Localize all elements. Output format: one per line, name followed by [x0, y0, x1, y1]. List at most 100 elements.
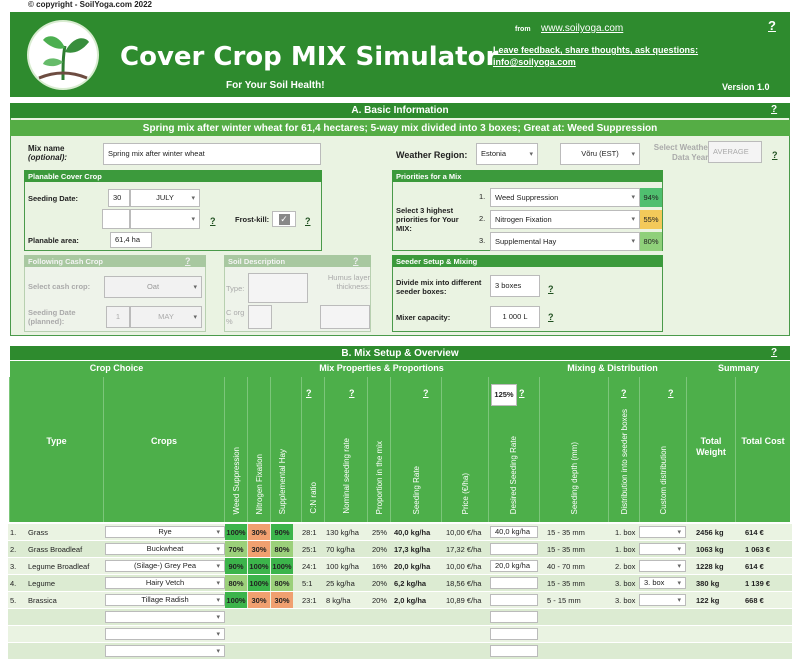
- desired-rate-input[interactable]: [490, 611, 538, 623]
- email-link[interactable]: info@soilyoga.com: [493, 57, 576, 67]
- col-header-dist: Distribution into seeder boxes: [609, 389, 639, 522]
- mixer-capacity-help-icon[interactable]: ?: [548, 312, 554, 322]
- desired-rate-input[interactable]: [490, 594, 538, 606]
- desired-rate-percent-input[interactable]: 125%: [491, 384, 517, 406]
- col-header-custom: Custom distribution: [640, 389, 686, 522]
- seeding-depth: 40 - 70 mm: [547, 561, 585, 571]
- priorities-panel-title: Priorities for a Mix: [392, 170, 663, 182]
- crop-select[interactable]: Buckwheat: [105, 543, 225, 555]
- mix-name-sublabel: (optional):: [28, 153, 68, 162]
- soil-help-icon[interactable]: ?: [353, 256, 359, 266]
- crop-value: (Silage-) Grey Pea: [133, 561, 197, 571]
- soil-type-label: Type:: [226, 284, 245, 293]
- mix-name-input[interactable]: Spring mix after winter wheat: [103, 143, 321, 165]
- seeding-day-input[interactable]: 30: [108, 189, 130, 207]
- section-a-title-bar: A. Basic Information: [10, 103, 790, 118]
- col-divider: [608, 377, 609, 522]
- weather-region-select[interactable]: Estonia: [476, 143, 538, 165]
- custom-distribution-select[interactable]: [639, 560, 686, 572]
- col-help-icon[interactable]: ?: [668, 388, 674, 398]
- custom-distribution-select[interactable]: [639, 594, 686, 606]
- priority-select-2[interactable]: Nitrogen Fixation: [490, 210, 640, 229]
- soil-corg-input[interactable]: [248, 305, 272, 329]
- col-header-desired: Desired Seeding Rate: [489, 389, 537, 522]
- col-divider: [224, 377, 225, 522]
- seeding-depth: 15 - 35 mm: [547, 578, 585, 588]
- total-cost: 668 €: [745, 595, 764, 605]
- seeder-boxes-help-icon[interactable]: ?: [548, 284, 554, 294]
- weather-help-icon[interactable]: ?: [772, 150, 778, 160]
- col-help-icon[interactable]: ?: [306, 388, 312, 398]
- soil-humus-input[interactable]: [320, 305, 370, 329]
- seeding-extra-select[interactable]: [130, 209, 200, 229]
- col-help-icon[interactable]: ?: [349, 388, 355, 398]
- seeding-depth: 5 - 15 mm: [547, 595, 581, 605]
- desired-rate-input[interactable]: [490, 645, 538, 657]
- crop-select[interactable]: Tillage Radish: [105, 594, 225, 606]
- desired-rate-input[interactable]: 40,0 kg/ha: [490, 526, 538, 538]
- cash-crop-select[interactable]: Oat: [104, 276, 202, 298]
- cn-ratio: 25:1: [302, 544, 317, 554]
- custom-distribution-select[interactable]: 3. box: [639, 577, 686, 589]
- crop-type: Grass: [28, 527, 49, 537]
- seeding-month-value: JULY: [156, 193, 174, 203]
- desired-rate-input[interactable]: [490, 543, 538, 555]
- seeding-rate: 20,0 kg/ha: [394, 561, 431, 571]
- total-cost: 614 €: [745, 527, 764, 537]
- col-help-icon[interactable]: ?: [519, 388, 525, 398]
- soil-type-input[interactable]: [248, 273, 308, 303]
- section-b-help-icon[interactable]: ?: [771, 347, 778, 358]
- crop-select[interactable]: (Silage-) Grey Pea: [105, 560, 225, 572]
- section-a-help-icon[interactable]: ?: [771, 104, 778, 115]
- header-help-icon[interactable]: ?: [768, 18, 776, 33]
- frost-kill-checkbox[interactable]: ✓: [272, 211, 296, 227]
- planable-area-input[interactable]: 61,4 ha: [110, 232, 152, 248]
- weed-score: 70%: [225, 541, 247, 557]
- priority-number: 2.: [479, 214, 486, 223]
- crop-select[interactable]: Hairy Vetch: [105, 577, 225, 589]
- cash-crop-month-select[interactable]: MAY: [130, 306, 202, 328]
- col-help-icon[interactable]: ?: [423, 388, 429, 398]
- custom-distribution-select[interactable]: [639, 543, 686, 555]
- seeding-rate: 2,0 kg/ha: [394, 595, 427, 605]
- feedback-link[interactable]: Leave feedback, share thoughts, ask ques…: [493, 45, 699, 55]
- site-link[interactable]: www.soilyoga.com: [541, 23, 624, 34]
- check-icon: ✓: [278, 213, 290, 225]
- crop-select[interactable]: [105, 628, 225, 640]
- planable-panel-title: Planable Cover Crop: [24, 170, 322, 182]
- col-header-rate: Seeding Rate: [391, 389, 441, 522]
- col-help-icon[interactable]: ?: [621, 388, 627, 398]
- cn-ratio: 28:1: [302, 527, 317, 537]
- mixer-capacity-input[interactable]: 1 000 L: [490, 306, 540, 328]
- group-mixing-distribution: Mixing & Distribution: [567, 363, 658, 373]
- hay-score: 30%: [271, 592, 293, 608]
- cn-ratio: 23:1: [302, 595, 317, 605]
- crop-select[interactable]: Rye: [105, 526, 225, 538]
- custom-distribution-select[interactable]: [639, 526, 686, 538]
- crop-select[interactable]: [105, 645, 225, 657]
- col-header-nitro-text: Nitrogen Fixation: [254, 453, 264, 514]
- desired-rate-input[interactable]: [490, 577, 538, 589]
- desired-rate-input[interactable]: [490, 628, 538, 640]
- cash-crop-day-input[interactable]: 1: [106, 306, 130, 328]
- seeding-depth: 15 - 35 mm: [547, 544, 585, 554]
- priority-select-1[interactable]: Weed Suppression: [490, 188, 640, 207]
- seeding-date-label: Seeding Date:: [28, 194, 79, 203]
- section-a-title: A. Basic Information: [351, 105, 449, 116]
- priority-value: Nitrogen Fixation: [495, 214, 552, 224]
- cash-crop-help-icon[interactable]: ?: [185, 256, 191, 266]
- weather-data-year-select[interactable]: AVERAGE: [708, 141, 762, 163]
- desired-rate-input[interactable]: 20,0 kg/ha: [490, 560, 538, 572]
- seeding-extra-input[interactable]: [102, 209, 130, 229]
- seeding-help-icon[interactable]: ?: [210, 216, 216, 226]
- seeder-box: 1. box: [615, 544, 636, 554]
- seeding-month-select[interactable]: JULY: [130, 189, 200, 207]
- seeder-box: 2. box: [615, 561, 636, 571]
- frost-kill-help-icon[interactable]: ?: [305, 216, 311, 226]
- col-header-dist-text: Distribution into seeder boxes: [619, 408, 629, 514]
- frost-kill-label: Frost-kill:: [235, 215, 270, 224]
- weather-station-select[interactable]: Võru (EST): [560, 143, 640, 165]
- seeder-boxes-select[interactable]: 3 boxes: [490, 275, 540, 297]
- priority-select-3[interactable]: Supplemental Hay: [490, 232, 640, 251]
- crop-select[interactable]: [105, 611, 225, 623]
